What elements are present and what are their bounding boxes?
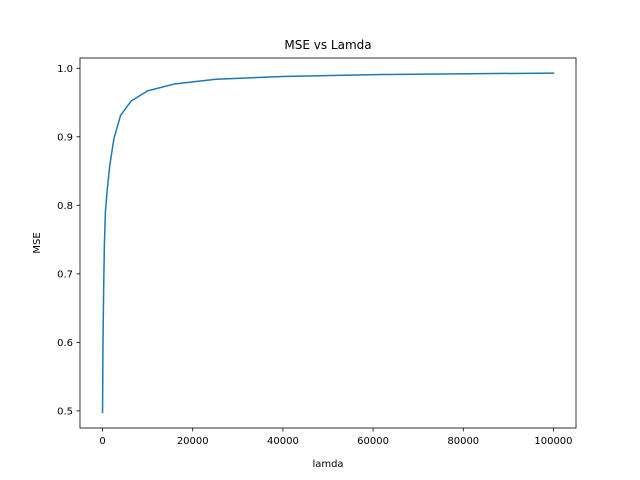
x-tick-label: 60000 (357, 436, 389, 447)
y-tick-label: 0.7 (57, 269, 73, 280)
x-axis-label: lamda (312, 459, 343, 470)
chart-title: MSE vs Lamda (284, 38, 371, 52)
x-tick-label: 80000 (447, 436, 479, 447)
y-tick-label: 0.6 (57, 338, 73, 349)
y-axis-ticks: 0.5 0.6 0.7 0.8 0.9 1.0 (57, 64, 80, 417)
y-tick-label: 0.9 (57, 132, 73, 143)
y-tick-label: 1.0 (57, 64, 73, 75)
y-tick-label: 0.8 (57, 201, 73, 212)
y-axis-label: MSE (32, 232, 43, 253)
x-axis-ticks: 0 20000 40000 60000 80000 100000 (99, 428, 573, 447)
plot-area: 0 20000 40000 60000 80000 100000 0.5 0.6 0.7 0.8… (57, 57, 577, 447)
y-tick-label: 0.5 (57, 406, 73, 417)
x-tick-label: 40000 (267, 436, 299, 447)
x-tick-label: 0 (99, 436, 105, 447)
series-layer (101, 72, 555, 413)
x-tick-label: 20000 (177, 436, 209, 447)
series-line (101, 72, 555, 413)
x-tick-label: 100000 (534, 436, 572, 447)
axes-frame (79, 57, 577, 429)
